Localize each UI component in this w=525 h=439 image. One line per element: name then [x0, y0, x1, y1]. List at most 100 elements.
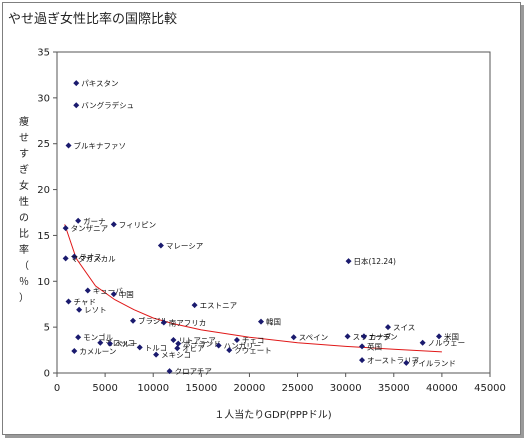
data-point — [226, 347, 233, 354]
data-point — [65, 298, 72, 305]
point-label: スペイン — [299, 333, 328, 342]
data-point — [153, 351, 160, 358]
data-point — [419, 339, 426, 346]
point-label: 中国 — [119, 289, 134, 299]
data-point — [359, 343, 366, 350]
data-point — [257, 318, 264, 325]
data-point — [166, 368, 173, 375]
chart-title: やせ過ぎ女性比率の国際比較 — [8, 12, 178, 27]
point-label: ラオス — [79, 253, 102, 262]
x-tick-label: 40000 — [426, 383, 458, 394]
data-point — [174, 345, 181, 352]
x-tick-label: 20000 — [234, 383, 266, 394]
y-axis-title-char: 性 — [19, 195, 29, 208]
point-label: トルコ — [145, 343, 167, 352]
y-axis-title-char: 率 — [19, 243, 29, 256]
point-label: 英国 — [367, 341, 382, 351]
data-point — [191, 302, 198, 309]
x-axis: 0 5000 10000 15000 20000 25000 30000 35000 40000… — [54, 373, 506, 394]
y-axis-title-char: 女 — [19, 179, 29, 192]
data-point — [62, 255, 69, 262]
data-point — [160, 319, 167, 326]
data-point — [290, 334, 297, 341]
data-point — [106, 340, 113, 347]
point-label: モロッコ — [105, 339, 135, 348]
data-point — [175, 340, 182, 347]
point-label: ブルキナファソ — [74, 141, 127, 151]
data-point — [71, 347, 78, 354]
y-tick-label: 30 — [37, 93, 50, 104]
data-point — [65, 142, 72, 149]
point-label: 日本(12.24) — [354, 256, 396, 266]
data-point — [75, 217, 82, 224]
point-label: ポーランド — [183, 340, 221, 349]
y-tick-label: 15 — [37, 231, 50, 242]
point-label: タンザニア — [71, 224, 109, 233]
point-label: バングラデシュ — [81, 100, 134, 110]
y-axis-title-char: ぎ — [19, 163, 29, 176]
x-tick-label: 15000 — [185, 383, 217, 394]
point-label: 米国 — [444, 331, 459, 341]
y-tick-label: 0 — [44, 369, 50, 380]
trend-curve — [64, 224, 442, 353]
point-label: モンゴル — [83, 332, 113, 342]
y-axis-title-char: 痩 — [19, 115, 29, 128]
point-label: メキシコ — [161, 351, 191, 360]
data-point — [233, 336, 240, 343]
point-label: ブラジル — [138, 316, 168, 326]
point-label: フィリピン — [119, 220, 156, 229]
point-label: エストニア — [200, 301, 238, 310]
y-tick-label: 25 — [37, 139, 50, 150]
data-point — [359, 357, 366, 364]
data-point — [97, 339, 104, 346]
data-point — [130, 317, 137, 324]
point-label: キューバ — [93, 286, 123, 295]
x-axis-title: １人当たりGDP(PPPドル) — [214, 408, 331, 421]
data-point — [76, 306, 83, 313]
data-point — [215, 342, 222, 349]
y-tick-label: 10 — [37, 277, 50, 288]
x-tick-label: 30000 — [330, 383, 362, 394]
point-label: ガーナ — [83, 216, 106, 226]
x-tick-label: 25000 — [282, 383, 314, 394]
y-axis-title-char: す — [19, 148, 29, 160]
data-point — [75, 334, 82, 341]
point-label: 韓国 — [266, 317, 281, 327]
data-point — [385, 324, 392, 331]
data-point — [436, 333, 443, 340]
data-point — [360, 333, 367, 340]
point-label: ペルー — [115, 340, 138, 349]
point-label: 南アフリカ — [169, 318, 207, 328]
data-point — [170, 336, 177, 343]
y-axis-title-char: 比 — [19, 228, 29, 240]
data-point — [84, 287, 91, 294]
point-label: リトアニア — [178, 336, 215, 345]
data-point — [403, 359, 410, 366]
point-label: カナダ — [369, 331, 392, 341]
x-tick-label: 45000 — [474, 383, 506, 394]
x-tick-label: 0 — [54, 383, 60, 394]
y-axis-title-char: （ — [19, 260, 29, 272]
x-tick-label: 35000 — [378, 383, 410, 394]
point-label: ノルウェー — [428, 339, 466, 348]
y-tick-label: 35 — [37, 48, 50, 59]
data-point — [62, 225, 69, 232]
data-point — [136, 344, 143, 351]
y-tick-label: 20 — [37, 185, 50, 196]
y-axis-title-char: せ — [19, 132, 29, 144]
y-axis-title-char: の — [19, 213, 29, 224]
plot-area — [56, 51, 491, 374]
point-label: パキスタン — [81, 79, 118, 88]
data-point — [110, 221, 117, 228]
x-tick-label: 10000 — [137, 383, 169, 394]
point-label: レソト — [84, 306, 107, 315]
data-point — [110, 291, 117, 298]
point-label: マダガスカル — [71, 253, 116, 263]
point-label: チェコ — [242, 336, 264, 345]
data-point — [73, 102, 80, 109]
point-label: オビア — [182, 344, 205, 353]
point-label: ハンガリー — [224, 340, 261, 350]
y-tick-label: 5 — [44, 323, 50, 334]
